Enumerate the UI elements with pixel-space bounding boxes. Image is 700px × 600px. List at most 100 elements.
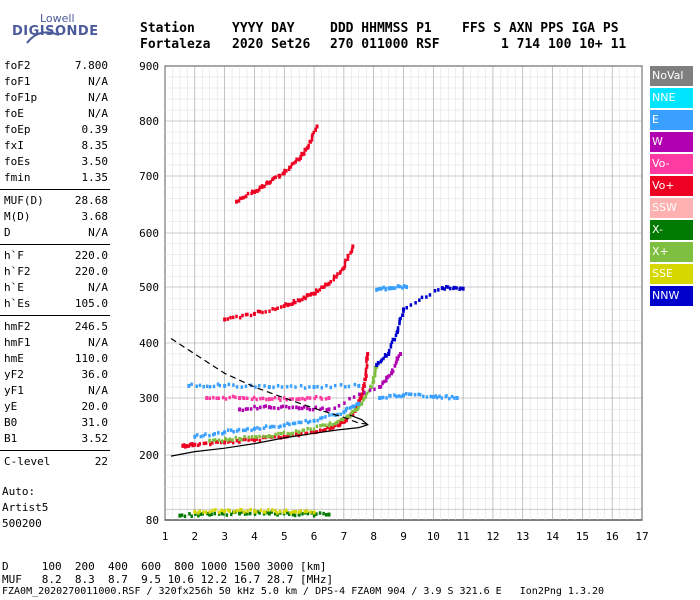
echo-point (364, 374, 368, 378)
echo-point (306, 396, 309, 400)
echo-point (247, 438, 250, 442)
echo-point (261, 310, 264, 315)
echo-point (283, 168, 286, 173)
echo-point (312, 418, 316, 423)
echo-point (204, 441, 208, 445)
echo-point (365, 391, 369, 396)
echo-point (262, 404, 266, 409)
echo-point (359, 392, 363, 397)
echo-point (260, 185, 264, 190)
param-row: h`Es 105.0 (4, 296, 108, 312)
echo-point (309, 510, 312, 514)
param-separator (0, 315, 110, 316)
echo-point (217, 438, 221, 442)
param-value: N/A (88, 336, 108, 349)
echo-point (327, 281, 331, 286)
echo-point (369, 384, 372, 389)
echo-point (284, 302, 287, 306)
echo-point (224, 436, 227, 441)
logo-digisonde: DIGISONDE (12, 24, 99, 39)
echo-point (247, 435, 250, 440)
echo-point (288, 302, 291, 307)
echo-point (210, 512, 213, 517)
echo-point (205, 396, 209, 400)
echo-point (387, 350, 391, 355)
y-tick-label: 200 (139, 449, 159, 462)
param-value: N/A (88, 75, 108, 88)
echo-point (213, 511, 216, 516)
param-value: 220.0 (74, 265, 108, 278)
param-name: B0 (4, 416, 18, 429)
param-name: C-level (4, 455, 51, 468)
auto-program: Artist5 (2, 501, 49, 514)
echo-point (244, 312, 248, 317)
echo-point (212, 438, 215, 443)
echo-point (252, 189, 256, 194)
echo-point (244, 437, 247, 442)
echo-point (211, 432, 215, 437)
echo-point (265, 510, 268, 515)
echo-point (437, 288, 440, 292)
echo-point (318, 511, 322, 515)
echo-point (249, 507, 252, 512)
echo-point (363, 390, 366, 395)
echo-point (294, 300, 297, 305)
echo-point (328, 413, 331, 417)
echo-point (402, 284, 406, 288)
echo-point (274, 307, 277, 312)
echo-point (289, 432, 292, 436)
echo-point (394, 394, 398, 399)
echo-point (343, 401, 346, 405)
param-value: N/A (88, 91, 108, 104)
param-name: foEp (4, 123, 31, 136)
legend-item: SSW (650, 198, 693, 218)
echo-point (209, 442, 212, 447)
param-name: h`E (4, 281, 24, 294)
echo-point (298, 298, 302, 303)
echo-point (271, 397, 274, 401)
echo-point (297, 512, 301, 517)
echo-point (306, 511, 310, 516)
echo-point (278, 509, 282, 514)
header-time-label: DDD HHMMSS P1 (330, 21, 432, 36)
echo-point (238, 437, 242, 442)
echo-point (244, 194, 248, 198)
echo-point (312, 430, 316, 435)
echo-point (401, 313, 405, 317)
param-value: 3.68 (81, 210, 109, 223)
echo-point (399, 352, 403, 356)
x-tick-label: 17 (635, 530, 648, 543)
echo-point (310, 138, 314, 142)
echo-point (211, 441, 214, 445)
echo-point (402, 393, 405, 398)
param-row: foEs 3.50 (4, 154, 108, 170)
echo-point (287, 512, 291, 516)
param-row: foE N/A (4, 106, 108, 122)
echo-point (267, 434, 271, 439)
echo-point (229, 512, 233, 517)
param-row: yF1 N/A (4, 383, 108, 399)
echo-point (197, 443, 200, 448)
echo-point (327, 423, 331, 428)
echo-point (215, 396, 219, 400)
echo-point (397, 354, 401, 358)
echo-point (324, 423, 327, 428)
echo-point (299, 383, 303, 388)
echo-point (393, 337, 397, 342)
x-tick-label: 3 (221, 530, 228, 543)
echo-point (237, 199, 241, 203)
echo-point (238, 315, 242, 320)
echo-point (288, 422, 291, 427)
echo-point (281, 404, 285, 409)
echo-point (321, 429, 325, 433)
echo-point (218, 383, 222, 388)
echo-point (267, 511, 271, 516)
param-name: B1 (4, 432, 18, 445)
echo-point (240, 437, 243, 442)
echo-point (246, 407, 249, 411)
echo-point (234, 435, 238, 440)
echo-point (329, 280, 333, 284)
echo-point (231, 394, 235, 399)
echo-point (343, 264, 347, 269)
echo-point (248, 511, 252, 516)
